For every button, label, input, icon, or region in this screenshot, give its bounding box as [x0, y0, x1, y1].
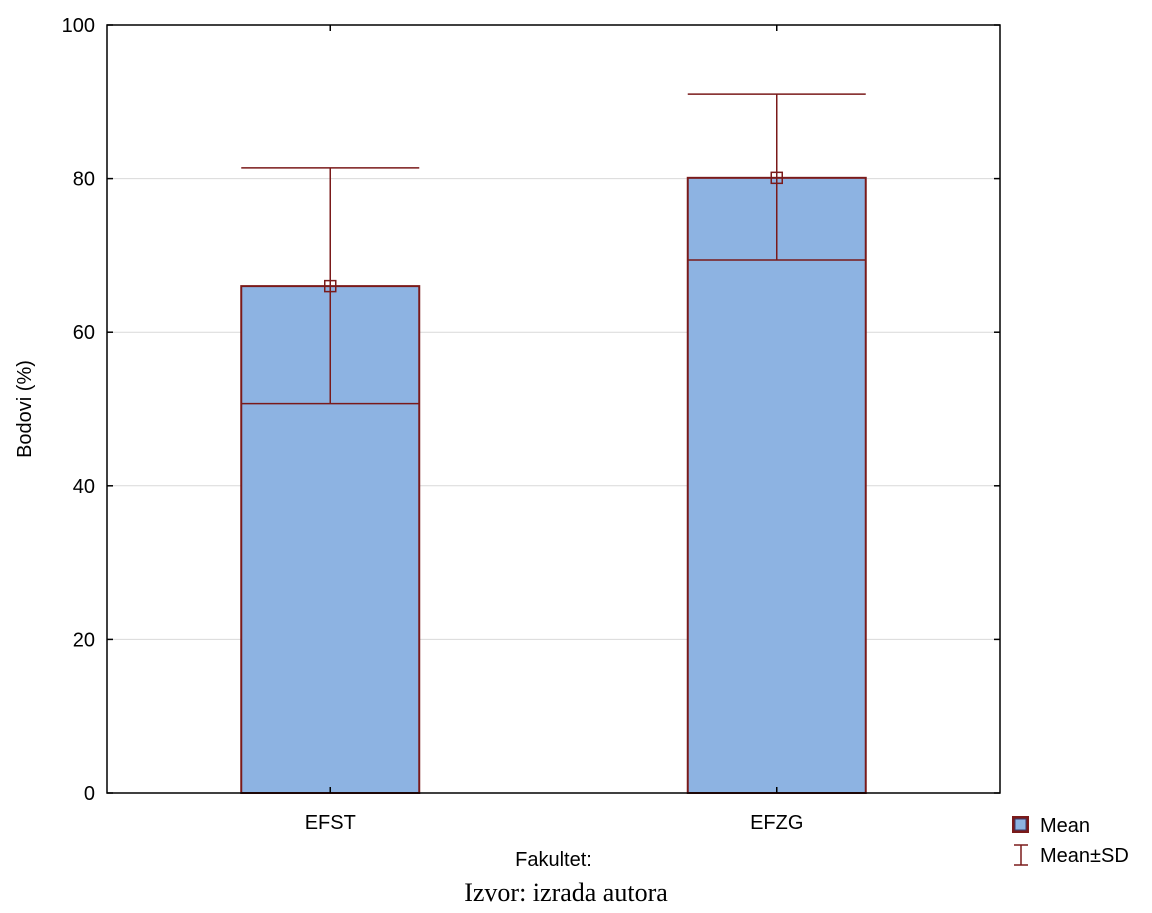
legend-sd-label: Mean±SD: [1040, 845, 1129, 867]
legend: Mean Mean±SD: [1012, 815, 1129, 867]
y-tick-label: 40: [73, 476, 95, 498]
source-note: Izvor: izrada autora: [464, 878, 668, 907]
y-tick-label: 0: [84, 783, 95, 805]
y-tick-label: 100: [62, 15, 95, 37]
x-axis-title: Fakultet:: [515, 849, 592, 871]
legend-mean-swatch: [1014, 818, 1027, 831]
legend-mean-label: Mean: [1040, 815, 1090, 837]
mean-marker: [770, 171, 783, 185]
y-tick-label: 80: [73, 169, 95, 191]
x-tick-label: EFZG: [750, 812, 803, 834]
plot-frame: [106, 24, 1001, 794]
x-tick-label: EFST: [305, 812, 356, 834]
y-axis-title: Bodovi (%): [14, 360, 36, 458]
bar-efzg: [686, 176, 867, 795]
mean-marker: [324, 279, 337, 293]
y-tick-label: 20: [73, 629, 95, 651]
axis-ticks: 0 20 40 60 80 100 EFST EFZG: [62, 15, 1000, 834]
legend-sd-icon: [1014, 844, 1028, 866]
error-bars: [241, 93, 866, 405]
y-tick-label: 60: [73, 322, 95, 344]
